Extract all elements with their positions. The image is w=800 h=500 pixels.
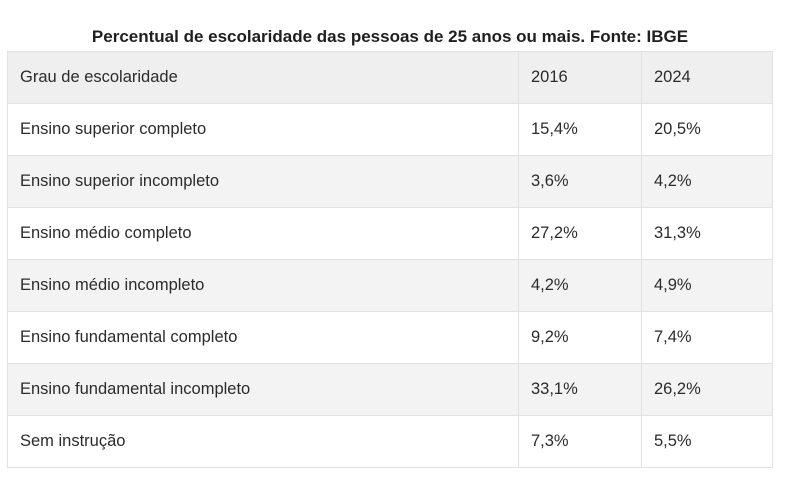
- table-row: Sem instrução 7,3% 5,5%: [7, 415, 773, 468]
- cell-2016: 15,4%: [518, 103, 642, 156]
- cell-2016: 7,3%: [518, 415, 642, 468]
- cell-grau: Ensino superior incompleto: [7, 155, 519, 208]
- cell-2024: 20,5%: [641, 103, 773, 156]
- column-header-grau: Grau de escolaridade: [7, 51, 519, 104]
- cell-2024: 7,4%: [641, 311, 773, 364]
- cell-grau: Sem instrução: [7, 415, 519, 468]
- cell-grau: Ensino médio incompleto: [7, 259, 519, 312]
- table-row: Ensino superior incompleto 3,6% 4,2%: [7, 155, 773, 208]
- cell-grau: Ensino fundamental incompleto: [7, 363, 519, 416]
- table-row: Ensino médio completo 27,2% 31,3%: [7, 207, 773, 260]
- cell-2016: 33,1%: [518, 363, 642, 416]
- cell-2016: 27,2%: [518, 207, 642, 260]
- cell-2024: 5,5%: [641, 415, 773, 468]
- cell-2016: 9,2%: [518, 311, 642, 364]
- table-row: Ensino fundamental incompleto 33,1% 26,2…: [7, 363, 773, 416]
- cell-grau: Ensino fundamental completo: [7, 311, 519, 364]
- cell-2024: 4,2%: [641, 155, 773, 208]
- cell-2024: 26,2%: [641, 363, 773, 416]
- column-header-2016: 2016: [518, 51, 642, 104]
- table-caption: Percentual de escolaridade das pessoas d…: [91, 27, 689, 46]
- cell-grau: Ensino médio completo: [7, 207, 519, 260]
- cell-2024: 31,3%: [641, 207, 773, 260]
- table-row: Ensino médio incompleto 4,2% 4,9%: [7, 259, 773, 312]
- table-header-row: Grau de escolaridade 2016 2024: [7, 51, 773, 104]
- column-header-2024: 2024: [641, 51, 773, 104]
- education-table-container: Grau de escolaridade 2016 2024 Ensino su…: [7, 51, 773, 468]
- table-row: Ensino fundamental completo 9,2% 7,4%: [7, 311, 773, 364]
- cell-grau: Ensino superior completo: [7, 103, 519, 156]
- cell-2024: 4,9%: [641, 259, 773, 312]
- cell-2016: 4,2%: [518, 259, 642, 312]
- table-row: Ensino superior completo 15,4% 20,5%: [7, 103, 773, 156]
- cell-2016: 3,6%: [518, 155, 642, 208]
- education-table: Grau de escolaridade 2016 2024 Ensino su…: [7, 51, 773, 468]
